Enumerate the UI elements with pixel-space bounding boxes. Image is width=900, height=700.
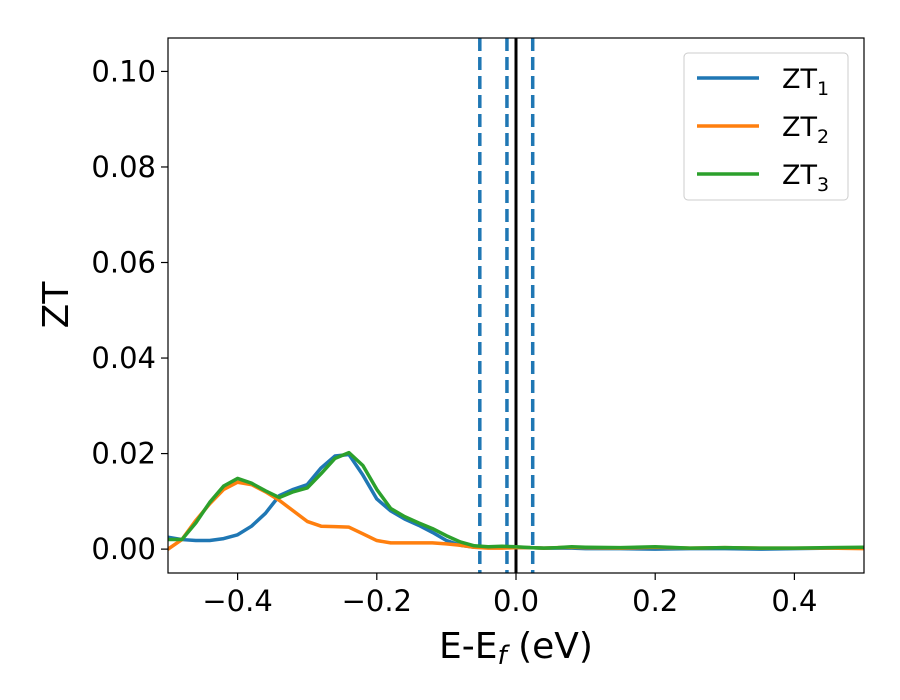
legend-label-main: ZT — [782, 64, 817, 95]
x-axis-title-unit: (eV) — [507, 626, 593, 667]
y-tick-label-2: 0.04 — [91, 341, 156, 375]
x-axis: −0.4 −0.2 0.0 0.2 0.4 — [202, 573, 817, 618]
x-tick-label-0: −0.4 — [202, 584, 272, 618]
legend-label-zt2: ZT2 — [782, 112, 829, 148]
legend-label-zt1: ZT1 — [782, 64, 829, 100]
x-axis-title: E-Ef (eV) — [439, 626, 593, 671]
legend-label-zt3: ZT3 — [782, 160, 829, 196]
series-lines — [168, 450, 864, 551]
legend-frame — [683, 52, 849, 201]
legend-label-sub: 1 — [817, 78, 829, 100]
reference-lines — [478, 38, 535, 573]
y-tick-label-4: 0.08 — [91, 150, 156, 184]
legend-label-sub: 3 — [817, 174, 829, 196]
x-axis-title-main: E-E — [439, 626, 497, 667]
legend-label-main: ZT — [782, 160, 817, 191]
y-tick-label-0: 0.00 — [91, 532, 156, 566]
x-tick-label-2: 0.0 — [493, 584, 539, 618]
y-tick-label-3: 0.06 — [91, 246, 156, 280]
y-axis: 0.00 0.02 0.04 0.06 0.08 0.10 — [91, 54, 168, 566]
x-tick-label-3: 0.2 — [632, 584, 678, 618]
y-tick-label-5: 0.10 — [91, 54, 156, 88]
legend-label-sub: 2 — [817, 126, 829, 148]
x-tick-label-1: −0.2 — [342, 584, 412, 618]
x-tick-label-4: 0.4 — [771, 584, 817, 618]
legend-label-main: ZT — [782, 112, 817, 143]
series-line-zt3 — [168, 450, 864, 550]
y-tick-label-1: 0.02 — [91, 437, 156, 471]
y-axis-title: ZT — [36, 281, 77, 329]
